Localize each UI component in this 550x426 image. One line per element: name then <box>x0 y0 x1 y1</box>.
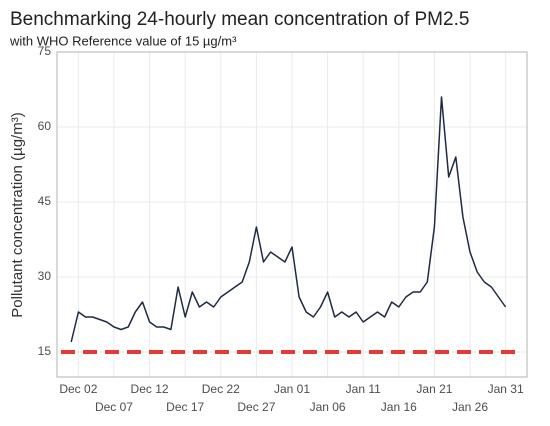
x-tick-label: Dec 12 <box>131 382 169 396</box>
x-tick-label: Dec 17 <box>166 400 204 414</box>
data-line <box>70 96 507 343</box>
x-tick-label: Dec 07 <box>95 400 133 414</box>
panel-border <box>56 51 528 378</box>
y-tick-label: 45 <box>38 194 52 208</box>
y-tick-label: 15 <box>38 344 52 358</box>
x-tick-label: Dec 22 <box>202 382 240 396</box>
x-tick-label: Jan 26 <box>452 400 488 414</box>
x-tick-label: Jan 31 <box>488 382 524 396</box>
x-tick-label: Jan 16 <box>381 400 417 414</box>
x-tick-label: Jan 01 <box>274 382 310 396</box>
x-tick-label: Dec 02 <box>59 382 97 396</box>
y-tick-label: 60 <box>38 119 52 133</box>
y-tick-label: 75 <box>38 44 52 58</box>
chart-title: Benchmarking 24-hourly mean concentratio… <box>10 9 469 30</box>
chart-subtitle: with WHO Reference value of 15 µg/m³ <box>9 33 237 48</box>
y-tick-label: 30 <box>38 269 52 283</box>
x-tick-label: Jan 21 <box>416 382 452 396</box>
x-tick-label: Jan 06 <box>310 400 346 414</box>
y-axis-label: Pollutant concentration (µg/m³) <box>9 112 26 317</box>
x-tick-label: Jan 11 <box>346 382 381 396</box>
x-tick-label: Dec 27 <box>237 400 275 414</box>
